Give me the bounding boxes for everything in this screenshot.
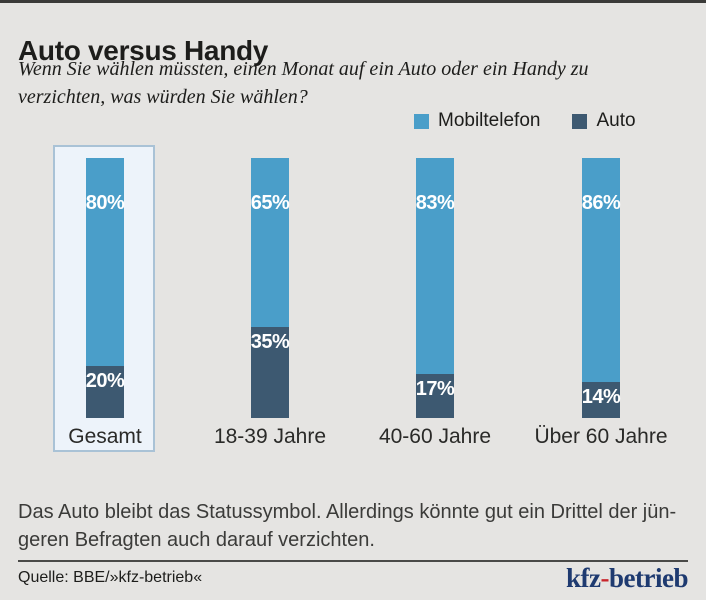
- bar-segment-mobiltelefon: 65%: [251, 158, 290, 327]
- bar-column-40-60: 83% 17% 40-60 Jahre: [365, 158, 505, 449]
- bar-value-label: 14%: [581, 385, 621, 408]
- bar-segment-mobiltelefon: 80%: [86, 158, 125, 366]
- bar-value-label: 65%: [250, 192, 290, 214]
- note-text: Das Auto bleibt das Statussymbol. Allerd…: [18, 498, 676, 554]
- bar-column-gesamt: 80% 20% Gesamt: [35, 158, 175, 449]
- logo-text-kfz: kfz: [566, 563, 601, 593]
- legend-label-auto: Auto: [596, 110, 636, 131]
- category-label: Über 60 Jahre: [534, 425, 668, 448]
- note-line-2: geren Befragten auch darauf verzichten.: [18, 529, 375, 551]
- bar-value-label: 35%: [250, 331, 290, 353]
- subtitle-line-2: verzichten, was würden Sie wählen?: [18, 86, 308, 108]
- bar-column-18-39: 65% 35% 18-39 Jahre: [200, 158, 340, 449]
- bar-column-ueber-60: 86% 14% Über 60 Jahre: [531, 158, 671, 449]
- legend-item-auto: Auto: [572, 110, 636, 132]
- category-label: Gesamt: [68, 425, 142, 448]
- bar-value-label: 17%: [415, 377, 455, 400]
- bar-segment-auto: 20%: [86, 366, 125, 418]
- legend: Mobiltelefon Auto: [414, 110, 636, 132]
- logo-hyphen: -: [600, 563, 610, 593]
- bar-segment-mobiltelefon: 86%: [582, 158, 621, 382]
- source-text: Quelle: BBE/»kfz-betrieb«: [18, 569, 203, 586]
- page-title: Auto versus Handy: [18, 34, 269, 66]
- bar-segment-auto: 17%: [416, 373, 455, 418]
- bar-segment-mobiltelefon: 83%: [416, 158, 455, 374]
- footer-divider: [18, 560, 688, 562]
- legend-swatch-auto-icon: [572, 113, 588, 129]
- bar-value-label: 83%: [415, 192, 455, 214]
- note-line-1: Das Auto bleibt das Statussymbol. Allerd…: [18, 501, 677, 523]
- bar-gesamt: 80% 20%: [86, 158, 125, 418]
- legend-swatch-mobiltelefon-icon: [414, 113, 429, 129]
- logo-text-betrieb: betrieb: [609, 563, 688, 593]
- bar-segment-auto: 35%: [251, 327, 290, 418]
- bar-value-label: 20%: [85, 370, 125, 392]
- bar-18-39: 65% 35%: [251, 158, 290, 418]
- bar-value-label: 80%: [85, 192, 125, 214]
- brand-logo: kfz-betrieb: [566, 563, 688, 594]
- chart-subtitle: Wenn Sie wählen müssten, einen Monat auf…: [18, 55, 588, 111]
- top-accent-bar: [0, 0, 706, 3]
- bar-40-60: 83% 17%: [416, 158, 455, 418]
- category-label: 40-60 Jahre: [378, 425, 492, 448]
- legend-label-mobiltelefon: Mobiltelefon: [438, 110, 541, 131]
- legend-item-mobiltelefon: Mobiltelefon: [414, 110, 540, 132]
- bar-segment-auto: 14%: [582, 381, 621, 418]
- bar-ueber-60: 86% 14%: [582, 158, 621, 418]
- category-label: 18-39 Jahre: [213, 425, 327, 448]
- bar-value-label: 86%: [581, 192, 621, 214]
- subtitle-line-1: Wenn Sie wählen müssten, einen Monat auf…: [18, 58, 589, 80]
